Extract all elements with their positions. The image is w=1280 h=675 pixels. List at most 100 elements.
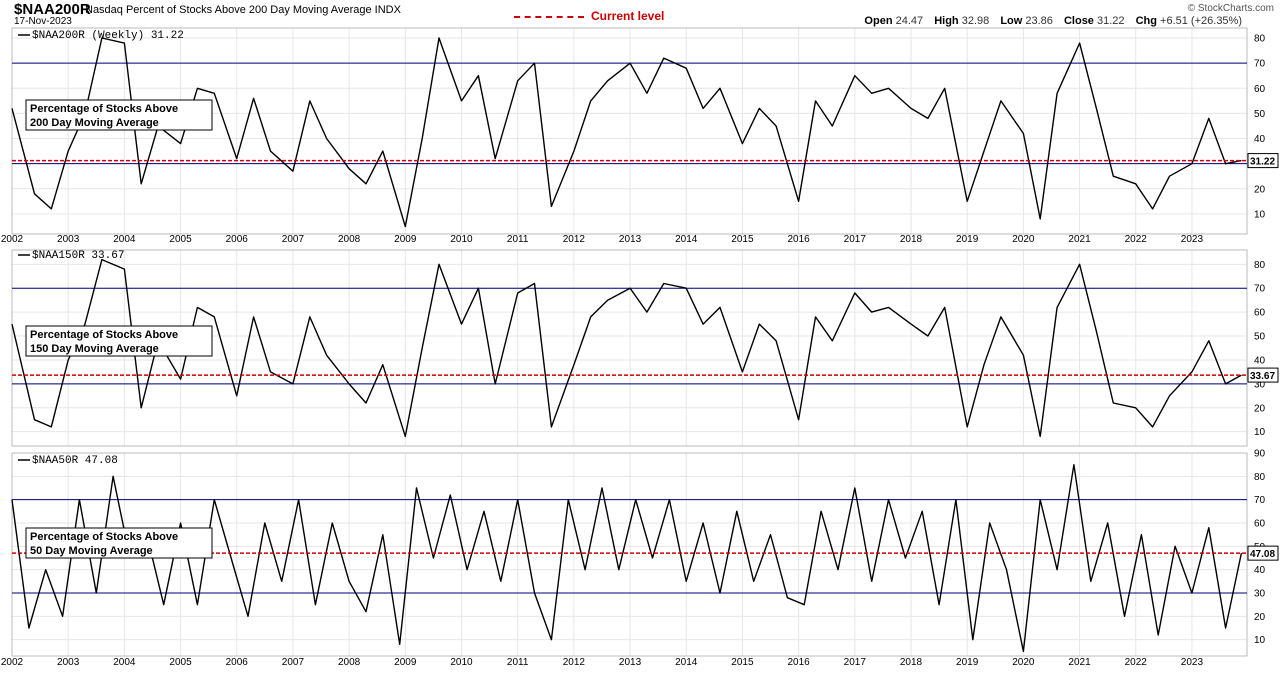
y-tick-label: 80	[1254, 260, 1266, 271]
annotation-text: 50 Day Moving Average	[30, 545, 153, 557]
y-tick-label: 10	[1254, 209, 1266, 220]
x-tick-label: 2009	[394, 657, 417, 668]
y-tick-label: 90	[1254, 449, 1266, 460]
chart-header: $NAA200R Nasdaq Percent of Stocks Above …	[0, 0, 1280, 28]
copyright-label: © StockCharts.com	[1187, 3, 1274, 14]
x-tick-label: 2002	[1, 657, 24, 668]
y-tick-label: 40	[1254, 355, 1266, 366]
x-tick-label: 2007	[282, 657, 305, 668]
y-tick-label: 30	[1254, 379, 1266, 390]
panel-border	[11, 249, 1248, 447]
x-tick-label: 2019	[956, 657, 979, 668]
y-tick-label: 70	[1254, 495, 1266, 506]
y-tick-label: 30	[1254, 589, 1266, 600]
annotation-box	[25, 99, 213, 131]
annotation-text: Percentage of Stocks Above	[30, 531, 178, 543]
current-level-tag-box	[1247, 367, 1279, 383]
x-tick-label: 2008	[338, 234, 361, 245]
x-tick-label: 2017	[844, 234, 867, 245]
x-tick-label: 2017	[844, 657, 867, 668]
current-level-tag-box	[1247, 545, 1279, 561]
annotation-box	[25, 527, 213, 559]
annotation-text: 150 Day Moving Average	[30, 343, 159, 355]
x-tick-label: 2018	[900, 234, 923, 245]
series-line	[11, 464, 1243, 652]
x-tick-label: 2020	[1012, 234, 1035, 245]
y-tick-label: 50	[1254, 109, 1266, 120]
y-tick-label: 20	[1254, 403, 1266, 414]
x-tick-label: 2016	[787, 234, 810, 245]
y-tick-label: 20	[1254, 612, 1266, 623]
y-tick-label: 60	[1254, 308, 1266, 319]
open-label: Open	[864, 15, 893, 27]
x-tick-label: 2015	[731, 657, 754, 668]
x-tick-label: 2011	[507, 234, 529, 245]
x-tick-label: 2004	[113, 234, 136, 245]
series-line	[11, 37, 1242, 228]
x-tick-label: 2010	[450, 657, 473, 668]
y-tick-label: 20	[1254, 184, 1266, 195]
x-tick-label: 2010	[450, 234, 473, 245]
panel-label: $NAA200R (Weekly) 31.22	[32, 30, 184, 42]
open-value: 24.47	[895, 15, 924, 27]
y-tick-label: 70	[1254, 284, 1266, 295]
y-tick-label: 10	[1254, 427, 1266, 438]
y-tick-label: 10	[1254, 635, 1266, 646]
chart-name: Nasdaq Percent of Stocks Above 200 Day M…	[85, 4, 372, 16]
x-tick-label: 2013	[619, 234, 642, 245]
low-label: Low	[1000, 15, 1023, 27]
y-tick-label: 80	[1254, 34, 1266, 45]
x-tick-label: 2005	[169, 234, 192, 245]
y-tick-label: 50	[1254, 332, 1266, 343]
x-tick-label: 2013	[619, 657, 642, 668]
current-level-tag-box	[1247, 153, 1279, 169]
x-tick-label: 2008	[338, 657, 361, 668]
x-tick-label: 2021	[1068, 234, 1091, 245]
y-tick-label: 40	[1254, 134, 1266, 145]
current-level-legend-line	[514, 16, 584, 18]
chart-description: Nasdaq Percent of Stocks Above 200 Day M…	[85, 4, 401, 16]
panel-label: $NAA150R 33.67	[32, 250, 124, 262]
close-label: Close	[1063, 15, 1094, 27]
annotation-box	[25, 325, 213, 357]
chg-value: +6.51 (+26.35%)	[1160, 15, 1242, 27]
x-tick-label: 2002	[1, 234, 24, 245]
panel-label: $NAA50R 47.08	[32, 455, 118, 467]
close-value: 31.22	[1097, 15, 1125, 27]
low-value: 23.86	[1025, 15, 1053, 27]
current-level-tag: 31.22	[1250, 157, 1275, 168]
x-tick-label: 2009	[394, 234, 417, 245]
current-level-legend-label: Current level	[591, 9, 665, 23]
x-tick-label: 2022	[1125, 234, 1148, 245]
x-tick-label: 2012	[563, 234, 586, 245]
high-value: 32.98	[961, 15, 990, 27]
x-tick-label: 2006	[226, 657, 249, 668]
chg-label: Chg	[1135, 15, 1157, 27]
panel-border	[11, 452, 1248, 657]
x-tick-label: 2019	[956, 234, 979, 245]
x-tick-label: 2003	[57, 234, 80, 245]
current-level-tag: 47.08	[1250, 549, 1275, 560]
y-tick-label: 60	[1254, 84, 1266, 95]
annotation-text: Percentage of Stocks Above	[30, 329, 178, 341]
panel-border	[11, 27, 1248, 235]
x-tick-label: 2011	[507, 657, 529, 668]
y-tick-label: 40	[1254, 565, 1266, 576]
x-tick-label: 2014	[675, 657, 698, 668]
ohlc-readout: Open 24.47 High 32.98 Low 23.86 Close 31…	[856, 15, 1242, 27]
x-tick-label: 2006	[226, 234, 249, 245]
x-tick-label: 2005	[169, 657, 192, 668]
chart-date: 17-Nov-2023	[14, 16, 72, 27]
x-tick-label: 2023	[1181, 234, 1204, 245]
x-tick-label: 2022	[1125, 657, 1148, 668]
x-tick-label: 2023	[1181, 657, 1204, 668]
x-tick-label: 2012	[563, 657, 586, 668]
x-tick-label: 2021	[1068, 657, 1091, 668]
symbol-title: $NAA200R	[14, 1, 91, 18]
x-tick-label: 2003	[57, 657, 80, 668]
exchange-label: INDX	[374, 4, 401, 16]
y-tick-label: 80	[1254, 472, 1266, 483]
annotation-text: 200 Day Moving Average	[30, 117, 159, 129]
y-tick-label: 60	[1254, 519, 1266, 530]
